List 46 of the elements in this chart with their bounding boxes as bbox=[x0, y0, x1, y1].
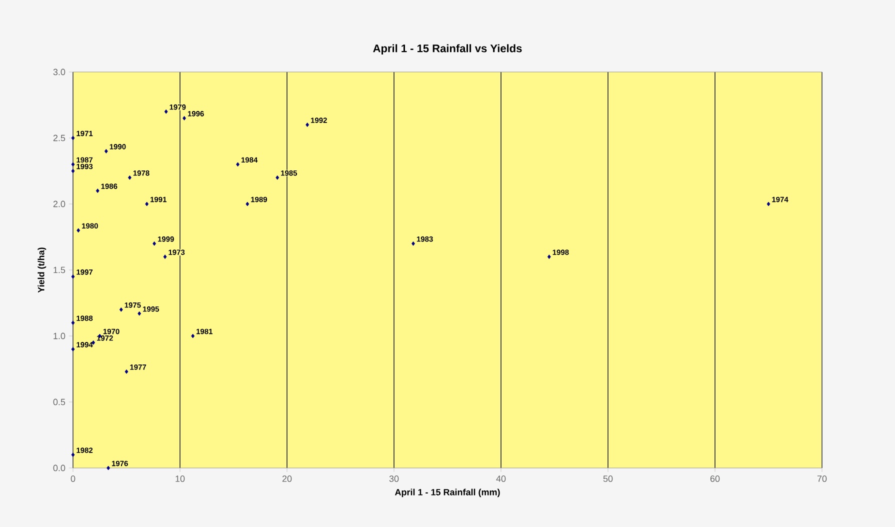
point bbox=[71, 136, 75, 140]
point bbox=[164, 109, 168, 114]
point bbox=[182, 116, 186, 120]
y-tick-label: 3.0 bbox=[53, 68, 66, 76]
point bbox=[138, 311, 142, 316]
point bbox=[306, 122, 310, 127]
point bbox=[246, 202, 250, 206]
y-tick-label: 1.5 bbox=[54, 266, 66, 274]
point bbox=[163, 254, 167, 259]
point bbox=[71, 452, 75, 457]
point bbox=[128, 175, 132, 180]
chart-title: April 1 - 15 Rainfall vs Yields bbox=[373, 44, 522, 54]
point bbox=[71, 274, 75, 279]
x-tick-label: 60 bbox=[710, 476, 720, 482]
point bbox=[145, 202, 149, 206]
x-tick-label: 20 bbox=[282, 476, 292, 482]
point bbox=[71, 320, 75, 325]
point bbox=[104, 148, 108, 154]
y-tick-label: 2.5 bbox=[53, 134, 66, 142]
x-tick-label: 70 bbox=[817, 476, 827, 482]
y-tick-label: 0.5 bbox=[53, 398, 66, 406]
point bbox=[191, 334, 195, 338]
point bbox=[71, 162, 75, 167]
y-tick-label: 2.0 bbox=[53, 200, 66, 208]
point bbox=[152, 241, 156, 246]
y-axis-title: Yield (t/ha) bbox=[38, 248, 46, 293]
x-tick-label: 0 bbox=[70, 476, 76, 482]
point bbox=[76, 228, 80, 233]
point bbox=[276, 175, 280, 180]
x-tick-label: 30 bbox=[389, 476, 399, 482]
point bbox=[71, 346, 75, 352]
y-tick-label: 0.0 bbox=[53, 464, 66, 472]
point bbox=[124, 369, 128, 374]
point bbox=[412, 241, 415, 246]
point bbox=[106, 466, 110, 470]
point bbox=[96, 188, 100, 193]
point bbox=[71, 168, 75, 174]
point bbox=[236, 162, 240, 167]
point bbox=[119, 307, 123, 312]
point bbox=[766, 202, 770, 206]
x-axis-title: April 1 - 15 Rainfall (mm) bbox=[394, 488, 500, 498]
y-tick-label: 1.0 bbox=[54, 332, 66, 340]
x-tick-label: 40 bbox=[496, 476, 506, 482]
point bbox=[547, 254, 551, 259]
x-tick-label: 50 bbox=[603, 476, 613, 482]
x-tick-label: 10 bbox=[176, 476, 185, 482]
